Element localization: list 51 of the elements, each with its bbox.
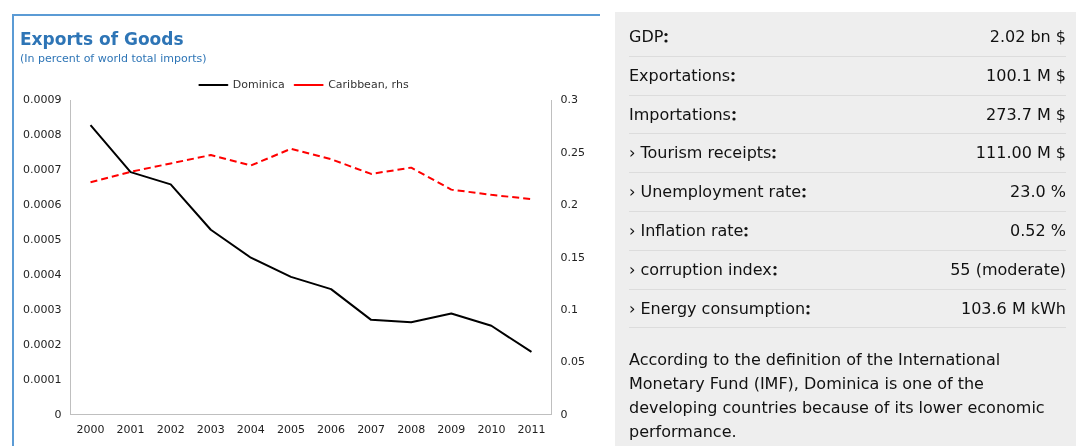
y-tick-label: 0.0005 — [22, 233, 62, 247]
category-label: › Inflation rate — [629, 220, 744, 240]
chart-title: Exports of Goods — [20, 28, 184, 49]
y-tick-label: 0.0001 — [22, 372, 62, 386]
y2-tick-label: 0.05 — [560, 355, 586, 369]
category-label: › Tourism receipts — [629, 143, 772, 163]
y-tick-label: 0.0002 — [22, 337, 62, 351]
y-tick-label: 0.0008 — [22, 128, 62, 142]
text: 100.1 M $ — [986, 65, 1066, 85]
y-tick-label: 0.0009 — [22, 93, 62, 107]
text: 273.7 M $ — [986, 104, 1066, 124]
text: 55 (moderate) — [950, 259, 1066, 279]
text: 103.6 M kWh — [960, 298, 1066, 318]
y-tick-label: 0.0007 — [22, 163, 62, 177]
y2-tick-label: 0.15 — [560, 250, 586, 264]
x-tick-label: 2003 — [196, 423, 225, 437]
x-tick-label: 2005 — [276, 423, 305, 437]
y2-tick-label: 0.1 — [560, 302, 579, 316]
text: 0.52 % — [1010, 220, 1066, 240]
category-label: Importations — [629, 104, 731, 124]
text: According to the definition of the International Monetary Fund (IMF), Dominica is one of the developing countries because of its lower economic performance. — [629, 349, 1046, 444]
y2-tick-label: 0.3 — [560, 93, 579, 107]
x-tick-label: 2011 — [517, 423, 546, 437]
x-tick-label: 2000 — [76, 423, 105, 437]
line-series — [89, 147, 533, 201]
y-tick-label: 0.0006 — [22, 198, 62, 212]
text: 23.0 % — [1010, 182, 1066, 202]
y-tick-label: 0.0003 — [22, 302, 62, 316]
category-label: › Energy consumption — [629, 298, 806, 318]
y-tick-label: 0.0004 — [22, 268, 62, 282]
text: 111.00 M $ — [975, 143, 1066, 163]
text: 2.02 bn $ — [989, 27, 1066, 46]
x-tick-label: 2008 — [397, 423, 426, 437]
legend-label: Caribbean, rhs — [328, 77, 409, 91]
x-tick-label: 2007 — [357, 423, 386, 437]
chart-subtitle: (In percent of world total imports) — [20, 51, 207, 65]
category-label: › Unemployment rate — [629, 182, 802, 202]
x-tick-label: 2006 — [317, 423, 346, 437]
y2-tick-label: 0 — [560, 407, 568, 421]
x-tick-label: 2010 — [477, 423, 506, 437]
category-label: Exportations — [629, 65, 731, 85]
x-tick-label: 2001 — [116, 423, 145, 437]
y-tick-label: 0 — [54, 407, 62, 421]
y2-tick-label: 0.25 — [560, 145, 586, 159]
x-tick-label: 2002 — [156, 423, 185, 437]
legend-label: Dominica — [232, 77, 285, 91]
y2-tick-label: 0.2 — [560, 198, 579, 212]
category-label: › corruption index — [629, 259, 772, 279]
x-tick-label: 2009 — [437, 423, 466, 437]
category-label: GDP — [629, 27, 664, 46]
x-tick-label: 2004 — [236, 423, 265, 437]
